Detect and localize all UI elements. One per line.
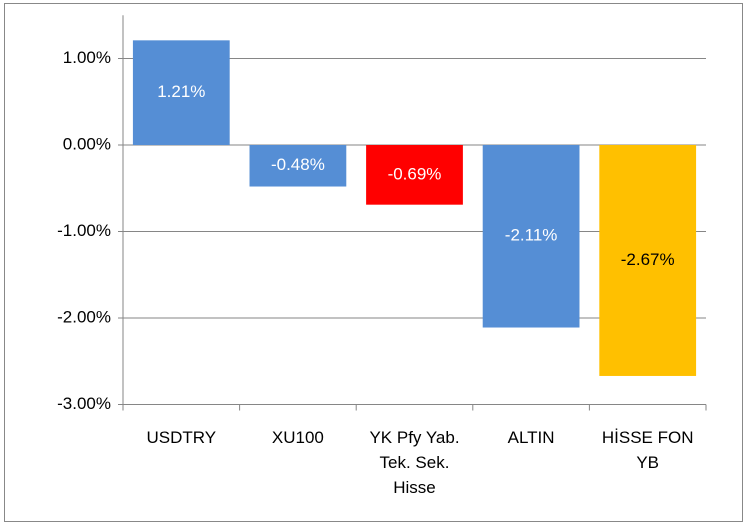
value-label: -2.67% — [621, 250, 675, 269]
bar — [132, 40, 230, 145]
y-tick-label: 1.00% — [63, 48, 111, 67]
x-tick-label: HİSSE FON YB — [601, 427, 694, 472]
x-tick-label: USDTRY — [146, 427, 217, 447]
value-label: -0.69% — [388, 164, 442, 183]
x-tick-label: YK Pfy Yab. Tek. Sek. Hisse — [369, 427, 460, 497]
x-tick-label: XU100 — [271, 427, 324, 447]
bar — [249, 145, 347, 187]
x-tick-label: ALTIN — [507, 427, 555, 447]
bar — [366, 145, 463, 205]
y-tick-label: -2.00% — [57, 307, 111, 326]
value-label: -0.48% — [271, 155, 325, 174]
y-tick-label: -1.00% — [57, 221, 111, 240]
value-label: -2.11% — [505, 226, 558, 245]
bar — [482, 145, 580, 328]
bar — [599, 145, 697, 376]
y-tick-label: -3.00% — [57, 394, 111, 413]
value-label: 1.21% — [157, 82, 205, 101]
y-tick-label: 0.00% — [63, 134, 111, 153]
